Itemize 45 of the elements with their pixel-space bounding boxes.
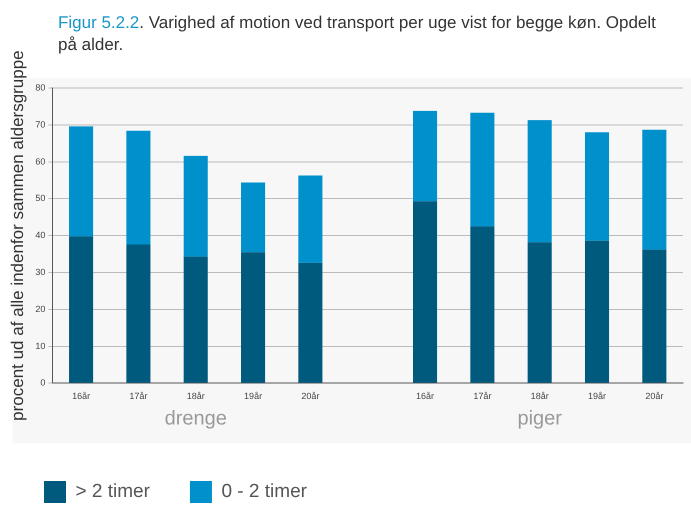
bar bbox=[184, 156, 208, 257]
bar bbox=[584, 132, 610, 241]
y-tick-label: 30 bbox=[35, 266, 46, 277]
bar bbox=[470, 226, 494, 383]
x-tick-label: 19år bbox=[244, 391, 262, 402]
x-tick-label: 19år bbox=[588, 391, 606, 402]
bar bbox=[642, 130, 666, 250]
x-tick-label: 16år bbox=[416, 391, 434, 402]
bar bbox=[642, 250, 666, 383]
bar bbox=[184, 256, 208, 383]
y-axis-title: procent ud af alle indenfor sammen aldersgruppe bbox=[8, 50, 27, 421]
legend-label: 0 - 2 timer bbox=[221, 481, 308, 502]
x-tick-label: 16år bbox=[72, 391, 90, 402]
y-tick-label: 40 bbox=[35, 230, 46, 240]
bar bbox=[528, 242, 552, 383]
bar bbox=[584, 240, 610, 383]
text: piger bbox=[517, 408, 562, 430]
x-tick-label: 17år bbox=[129, 391, 148, 402]
x-tick-label: 20år bbox=[301, 391, 320, 402]
y-tick-label: 0 bbox=[40, 378, 46, 388]
text: drenge bbox=[164, 408, 227, 430]
x-tick-label: 18år bbox=[186, 391, 205, 402]
x-tick-label: 18år bbox=[530, 391, 549, 402]
bar bbox=[69, 236, 94, 383]
y-tick-label: 60 bbox=[35, 156, 46, 166]
bar bbox=[528, 120, 552, 242]
bar bbox=[126, 244, 150, 383]
y-tick-label: 10 bbox=[35, 340, 46, 351]
bar bbox=[298, 175, 322, 263]
bar bbox=[241, 252, 266, 383]
y-tick-label: 80 bbox=[35, 82, 46, 92]
bar bbox=[298, 262, 322, 383]
bar bbox=[126, 130, 150, 244]
bar bbox=[412, 110, 438, 202]
bar bbox=[241, 182, 266, 252]
y-tick-label: 20 bbox=[35, 304, 46, 314]
bar bbox=[470, 112, 494, 226]
x-tick-label: 20år bbox=[645, 391, 664, 402]
bar bbox=[412, 201, 438, 383]
y-tick-label: 50 bbox=[35, 193, 46, 204]
y-tick-label: 70 bbox=[35, 119, 46, 130]
bar bbox=[69, 126, 94, 236]
x-tick-label: 17år bbox=[473, 391, 492, 402]
legend-label: > 2 timer bbox=[76, 481, 151, 502]
chart-title: Figur 5.2.2. Varighed af motion ved transport per uge vist for begge køn. Opdelt på alder. bbox=[58, 12, 657, 56]
